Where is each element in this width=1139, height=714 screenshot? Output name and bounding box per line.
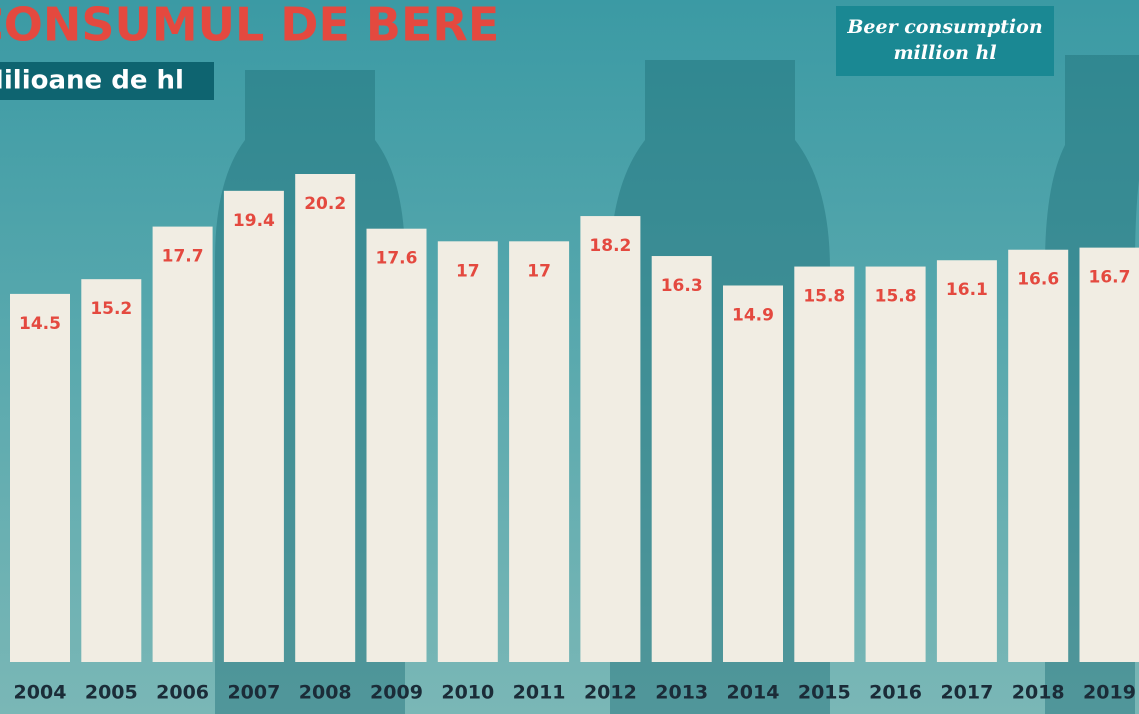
value-label: 17.7 xyxy=(162,247,204,267)
x-tick-label: 2015 xyxy=(798,682,851,704)
subtitle-box xyxy=(0,62,214,100)
bar xyxy=(223,190,284,663)
x-tick-label: 2013 xyxy=(655,682,708,704)
annotation: Beer consumption xyxy=(846,16,1042,38)
bar xyxy=(723,285,783,662)
bar xyxy=(1079,247,1139,662)
annotation-box xyxy=(836,6,1054,76)
x-tick-label: 2006 xyxy=(156,682,209,704)
x-tick-label: 2019 xyxy=(1083,682,1136,704)
x-tick-label: 2010 xyxy=(441,682,494,704)
x-tick-label: 2004 xyxy=(14,682,67,704)
x-tick-label: 2011 xyxy=(513,682,566,704)
bar xyxy=(865,266,926,662)
value-label: 15.8 xyxy=(875,287,917,307)
bar xyxy=(10,293,70,662)
chart-subtitle: Milioane de hl xyxy=(0,66,184,96)
bar xyxy=(651,256,712,662)
value-label: 18.2 xyxy=(589,236,631,256)
x-tick-label: 2005 xyxy=(85,682,138,704)
x-tick-label: 2017 xyxy=(940,682,993,704)
value-label: 14.9 xyxy=(732,305,774,325)
chart-title: CONSUMUL DE BERE xyxy=(0,0,499,52)
x-tick-label: 2018 xyxy=(1012,682,1065,704)
bar xyxy=(81,279,142,662)
bar xyxy=(152,226,213,662)
bar xyxy=(1008,249,1069,663)
x-tick-label: 2007 xyxy=(227,682,280,704)
x-tick-label: 2016 xyxy=(869,682,922,704)
bar xyxy=(936,260,997,662)
bar xyxy=(580,216,641,662)
bar xyxy=(794,266,855,662)
x-tick-label: 2008 xyxy=(299,682,352,704)
value-label: 17.6 xyxy=(376,249,418,269)
bar xyxy=(295,174,356,662)
value-label: 16.7 xyxy=(1089,268,1131,288)
value-label: 16.1 xyxy=(946,280,988,300)
bar xyxy=(509,241,570,662)
value-label: 17 xyxy=(456,261,480,281)
annotation: million hl xyxy=(893,42,996,64)
x-tick-label: 2014 xyxy=(727,682,780,704)
value-label: 20.2 xyxy=(304,194,346,214)
value-label: 16.6 xyxy=(1017,270,1059,290)
value-label: 16.3 xyxy=(661,276,703,296)
bar xyxy=(437,241,498,662)
value-label: 19.4 xyxy=(233,211,275,231)
value-label: 15.8 xyxy=(803,287,845,307)
value-label: 14.5 xyxy=(19,314,61,334)
value-label: 17 xyxy=(527,261,551,281)
x-tick-label: 2012 xyxy=(584,682,637,704)
bar xyxy=(366,228,427,663)
x-tick-label: 2009 xyxy=(370,682,423,704)
value-label: 15.2 xyxy=(90,299,132,319)
